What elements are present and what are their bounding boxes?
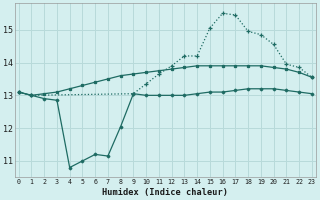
X-axis label: Humidex (Indice chaleur): Humidex (Indice chaleur): [102, 188, 228, 197]
